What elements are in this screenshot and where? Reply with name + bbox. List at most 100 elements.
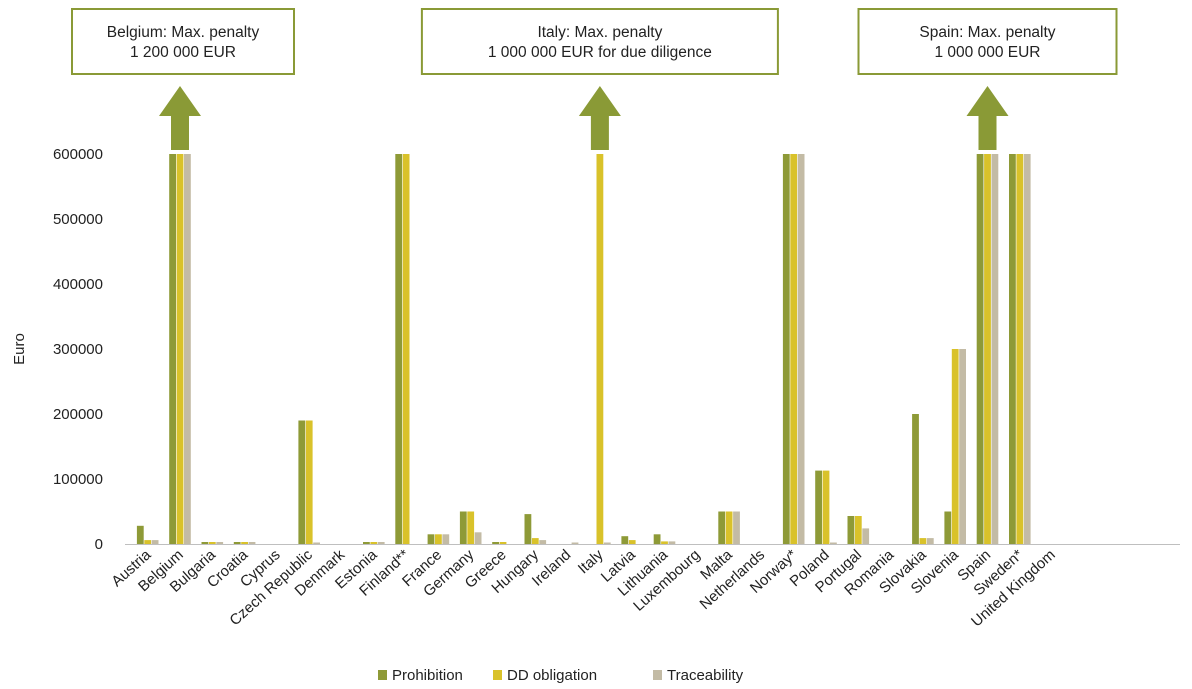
bar-traceability xyxy=(959,349,966,544)
bar-prohibition xyxy=(782,154,790,544)
bar-dd-obligation xyxy=(854,516,862,544)
bar-prohibition xyxy=(363,542,370,544)
bar-dd-obligation xyxy=(919,538,927,544)
bar-traceability xyxy=(313,542,320,544)
bar-prohibition xyxy=(976,154,984,544)
annotation-text: 1 000 000 EUR xyxy=(935,44,1041,61)
annotation-belgium: Belgium: Max. penalty 1 200 000 EUR xyxy=(71,8,295,150)
bar-traceability xyxy=(377,542,385,544)
category-labels: AustriaBelgiumBulgariaCroatiaCyprusCzech… xyxy=(108,546,1058,630)
bar-prohibition xyxy=(459,511,467,544)
bar-traceability xyxy=(474,532,482,544)
y-tick-label: 300000 xyxy=(53,341,103,358)
bar-dd-obligation xyxy=(790,154,798,544)
bar-dd-obligation xyxy=(241,542,248,544)
bar-prohibition xyxy=(621,536,629,544)
bar-dd-obligation xyxy=(144,540,152,544)
legend-swatch xyxy=(653,670,662,680)
bar-prohibition xyxy=(815,470,822,544)
y-tick-label: 100000 xyxy=(53,471,103,488)
bar-traceability xyxy=(862,528,870,544)
bar-prohibition xyxy=(492,542,499,544)
bar-traceability xyxy=(539,540,547,544)
bar-prohibition xyxy=(944,511,952,544)
bar-dd-obligation xyxy=(628,540,636,544)
bar-prohibition xyxy=(718,511,726,544)
bar-traceability xyxy=(571,542,579,544)
bar-dd-obligation xyxy=(951,349,959,544)
bar-prohibition xyxy=(201,542,209,544)
annotation-text: 1 000 000 EUR for due diligence xyxy=(488,44,712,61)
bar-traceability xyxy=(248,542,256,544)
annotations: Belgium: Max. penalty 1 200 000 EUR Italy:… xyxy=(71,8,1118,150)
bar-traceability xyxy=(1023,154,1031,544)
y-tick-label: 600000 xyxy=(53,146,103,163)
legend-item: DD obligation xyxy=(493,667,597,684)
bar-prohibition xyxy=(1009,154,1016,544)
annotation-text: Spain: Max. penalty xyxy=(919,24,1055,41)
bar-traceability xyxy=(797,154,805,544)
annotation-box xyxy=(420,8,779,75)
bar-prohibition xyxy=(524,514,532,544)
bar-dd-obligation xyxy=(435,534,442,545)
legend-item: Traceability xyxy=(653,667,744,684)
arrow-up-icon xyxy=(966,86,1009,150)
annotation-box xyxy=(71,8,295,75)
bar-dd-obligation xyxy=(822,470,830,544)
legend-label: DD obligation xyxy=(507,667,597,684)
legend: Prohibition DD obligation Traceability xyxy=(378,667,744,684)
bar-traceability xyxy=(830,542,837,544)
legend-item: Prohibition xyxy=(378,667,463,684)
bar-prohibition xyxy=(427,534,435,545)
y-tick-label: 500000 xyxy=(53,211,103,228)
bars xyxy=(136,154,1031,545)
annotation-text: Italy: Max. penalty xyxy=(537,24,662,41)
legend-swatch xyxy=(493,670,502,680)
bar-prohibition xyxy=(395,154,403,544)
bar-traceability xyxy=(184,154,191,544)
bar-traceability xyxy=(151,540,159,544)
legend-swatch xyxy=(378,670,387,680)
bar-traceability xyxy=(442,534,450,545)
annotation-italy: Italy: Max. penalty 1 000 000 EUR for due… xyxy=(420,8,779,150)
annotation-text: 1 200 000 EUR xyxy=(130,44,236,61)
arrow-up-icon xyxy=(159,86,201,150)
bar-dd-obligation xyxy=(402,154,410,544)
annotation-box xyxy=(857,8,1118,75)
bar-dd-obligation xyxy=(531,538,539,544)
annotation-text: Belgium: Max. penalty xyxy=(107,24,260,41)
bar-prohibition xyxy=(169,154,176,544)
bar-prohibition xyxy=(653,534,661,545)
bar-prohibition xyxy=(136,525,144,544)
y-axis-label: Euro xyxy=(11,333,28,365)
bar-dd-obligation xyxy=(725,511,733,544)
bar-dd-obligation xyxy=(467,511,475,544)
bar-dd-obligation xyxy=(176,154,184,544)
bar-dd-obligation xyxy=(499,542,507,544)
bar-dd-obligation xyxy=(208,542,216,544)
bar-prohibition xyxy=(298,420,306,544)
bar-dd-obligation xyxy=(370,542,378,544)
arrow-up-icon xyxy=(578,86,621,150)
legend-label: Prohibition xyxy=(392,667,463,684)
bar-traceability xyxy=(216,542,224,544)
bar-prohibition xyxy=(912,414,919,544)
bar-prohibition xyxy=(847,516,855,544)
bar-traceability xyxy=(603,542,611,544)
bar-traceability xyxy=(668,541,676,544)
y-tick-labels: 0 100000 200000 300000 400000 500000 600000 xyxy=(53,146,103,553)
bar-dd-obligation xyxy=(596,154,604,544)
bar-dd-obligation xyxy=(984,154,991,544)
bar-dd-obligation xyxy=(1016,154,1024,544)
legend-label: Traceability xyxy=(667,667,744,684)
annotation-spain: Spain: Max. penalty 1 000 000 EUR xyxy=(857,8,1118,150)
bar-prohibition xyxy=(233,542,241,544)
bar-traceability xyxy=(926,538,934,544)
axis-layer: Euro xyxy=(11,333,1180,545)
bar-dd-obligation xyxy=(305,420,313,544)
y-tick-label: 0 xyxy=(95,536,103,553)
y-tick-label: 400000 xyxy=(53,276,103,293)
bar-traceability xyxy=(991,154,999,544)
